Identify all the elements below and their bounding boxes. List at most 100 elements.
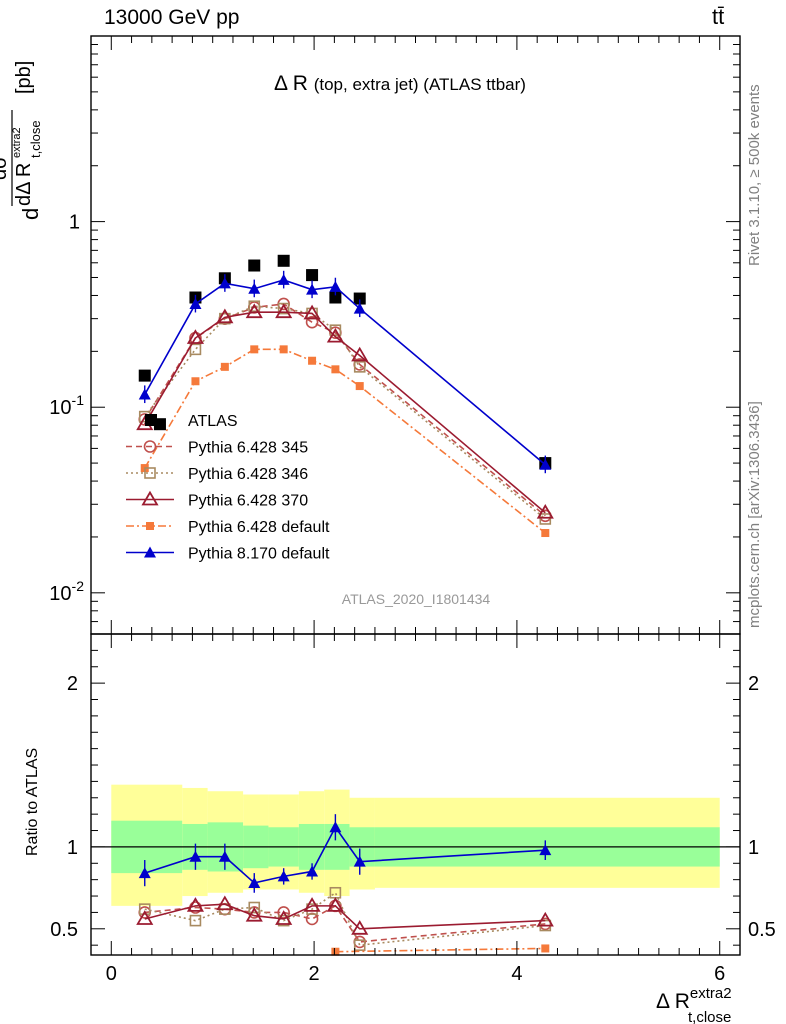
data-point	[189, 343, 202, 356]
data-point	[138, 369, 151, 382]
ratio-point	[326, 897, 344, 912]
text-labels: 10-2 10-1 1 0.5 0.5 1 1 2 2 0 2 4 6 Δ R (top, extra j…	[0, 61, 776, 1024]
y-label-sub: t,close	[28, 120, 43, 158]
data-point	[353, 361, 366, 373]
ratio-y-tick-label: 0.5	[50, 919, 78, 941]
analysis-label: ATLAS_2020_I1801434	[342, 591, 491, 607]
ratio-point	[218, 850, 231, 862]
ratio-series-line	[144, 903, 546, 930]
y-label-denominator: dΔ R	[13, 163, 35, 206]
ratio-point	[536, 911, 554, 927]
ratio-point	[331, 947, 340, 956]
ratio-point	[539, 844, 552, 856]
data-point	[216, 308, 234, 324]
ratio-point	[353, 939, 366, 951]
data-point	[245, 303, 263, 319]
ratio-point	[275, 910, 293, 925]
ratio-point	[353, 855, 366, 867]
ratio-y-tick-label-right: 0.5	[748, 919, 776, 941]
ratio-point	[186, 897, 205, 912]
legend-label: Pythia 8.170 default	[188, 546, 330, 563]
y-tick-label: 1	[69, 212, 80, 234]
x-tick-label: 4	[511, 963, 522, 985]
ratio-series-line	[144, 891, 546, 947]
data-point	[306, 283, 319, 295]
y-tick-label: 10-1	[49, 392, 84, 419]
ratio-y-tick-label: 1	[67, 837, 78, 859]
x-tick-label: 0	[106, 963, 117, 985]
data-point	[329, 324, 342, 336]
ratio-series-layer	[136, 814, 554, 956]
y-label-unit: [pb]	[13, 61, 35, 94]
ratio-point	[277, 906, 290, 919]
data-point	[279, 345, 288, 354]
ratio-y-tick-label: 2	[67, 673, 78, 695]
data-point	[191, 377, 200, 386]
legend-marker	[144, 546, 156, 558]
y-tick-label: 10-2	[49, 578, 84, 605]
process-label: tt̄	[712, 4, 725, 29]
chart-title: Δ R (top, extra jet) (ATLAS ttbar)	[274, 72, 526, 95]
legend-marker	[146, 522, 154, 530]
ratio-uncertainty-bands	[91, 784, 740, 906]
mcplots-site-label: mcplots.cern.ch [arXiv:1306.3436]	[746, 401, 763, 628]
data-point	[248, 282, 261, 294]
y-label-sup: extra2	[11, 127, 23, 158]
axes-layer	[90, 35, 741, 956]
ratio-point	[541, 944, 550, 953]
ratio-point	[351, 920, 369, 935]
ratio-point	[248, 876, 261, 888]
data-point	[186, 329, 205, 344]
data-point	[275, 303, 293, 319]
data-point	[220, 362, 229, 371]
data-point	[536, 503, 554, 519]
data-point	[326, 327, 344, 343]
data-point	[277, 254, 290, 267]
data-point	[353, 292, 366, 305]
legend-marker	[144, 467, 156, 479]
y-label-d: d	[18, 208, 43, 220]
ratio-point	[138, 867, 151, 879]
data-point	[329, 280, 342, 292]
legend-label: Pythia 6.428 default	[188, 519, 330, 536]
data-point	[189, 297, 202, 309]
data-point	[138, 388, 151, 400]
ratio-series-line	[144, 904, 546, 943]
ratio-point	[138, 903, 151, 915]
ratio-y-tick-label-right: 1	[748, 837, 759, 859]
legend-label: Pythia 6.428 346	[188, 466, 308, 483]
energy-label: 13000 GeV pp	[104, 6, 240, 29]
ratio-point	[248, 901, 261, 914]
data-point	[277, 273, 290, 285]
ratio-point	[245, 906, 263, 922]
series-line	[144, 311, 546, 514]
legend-marker	[145, 414, 157, 426]
data-point	[353, 302, 366, 314]
legend-marker	[141, 490, 159, 506]
legend-marker	[143, 440, 157, 453]
x-tick-label: 2	[309, 963, 320, 985]
legend: ATLAS Pythia 6.428 345 Pythia 6.428 346 Pyt…	[126, 413, 330, 563]
y-label-fid: fid	[0, 140, 1, 152]
legend-label: ATLAS	[188, 413, 238, 430]
data-point	[539, 513, 552, 525]
data-point	[539, 458, 552, 470]
data-point	[308, 356, 317, 365]
data-point	[218, 277, 231, 289]
data-point	[250, 345, 259, 354]
ratio-point	[216, 895, 234, 911]
ratio-point	[329, 821, 342, 833]
series-line	[144, 305, 546, 520]
legend-label: Pythia 6.428 370	[188, 493, 308, 510]
data-point	[303, 304, 321, 320]
data-point	[329, 291, 342, 304]
y-label-numerator: dσ	[0, 156, 11, 180]
x-axis-label: Δ Rextra2 t,close	[656, 985, 732, 1024]
data-point	[305, 315, 319, 329]
data-point	[331, 365, 340, 374]
data-point	[248, 259, 261, 272]
ratio-series-line	[335, 947, 546, 953]
ratio-point	[136, 910, 154, 925]
